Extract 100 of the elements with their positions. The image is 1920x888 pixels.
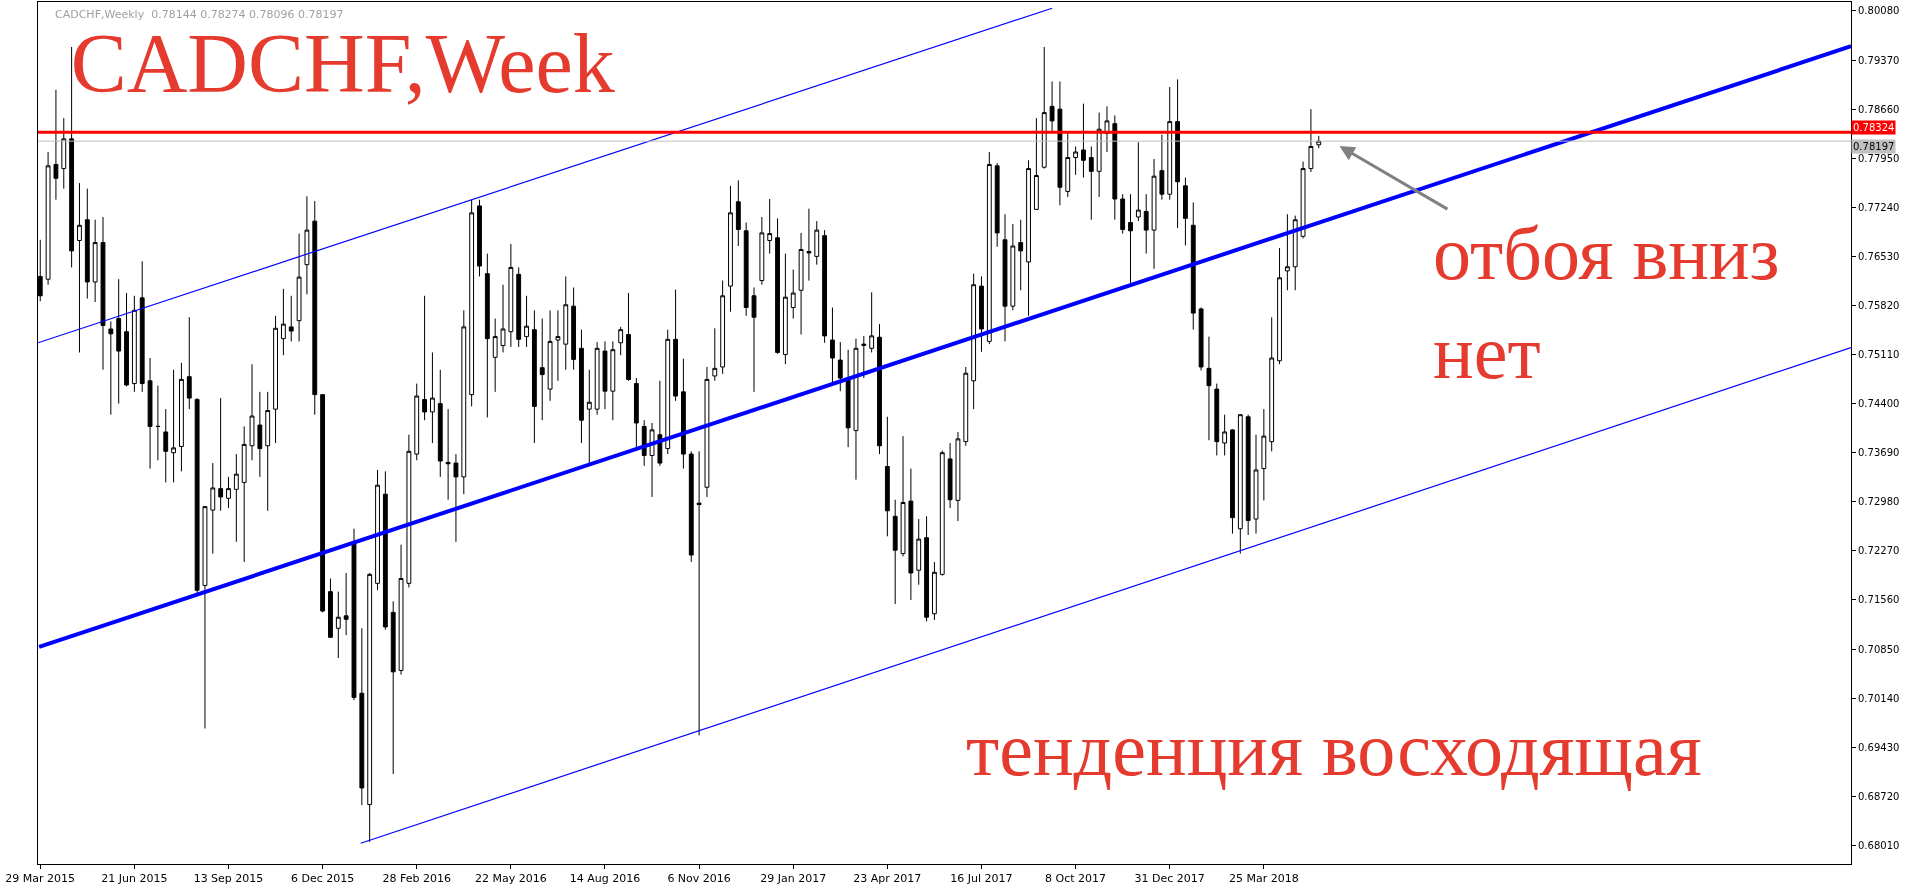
candlestick <box>469 199 475 407</box>
candlestick <box>1065 131 1071 198</box>
candlestick <box>665 329 671 455</box>
candlestick <box>704 366 710 498</box>
x-tick-label: 8 Oct 2017 <box>1045 872 1107 886</box>
candlestick <box>45 151 51 286</box>
candlestick <box>69 46 75 268</box>
candlestick <box>288 295 294 342</box>
candlestick <box>1041 46 1047 170</box>
candlestick <box>916 518 922 586</box>
candlestick <box>931 561 937 621</box>
x-tick-label: 21 Jun 2015 <box>101 872 168 886</box>
candlestick <box>1120 193 1126 235</box>
candlestick <box>398 544 404 676</box>
y-tick-label: 0.75110 <box>1858 349 1900 361</box>
ref-line-label: 0.78324 <box>1853 122 1895 133</box>
candlestick <box>1292 215 1298 291</box>
candlestick <box>602 340 608 410</box>
candlestick <box>484 253 490 418</box>
candlestick <box>759 216 765 286</box>
x-tick-label: 29 Jan 2017 <box>760 872 827 886</box>
candlestick <box>1167 86 1173 201</box>
candlestick <box>273 315 278 444</box>
candlestick <box>814 220 820 266</box>
x-tick-label: 16 Jul 2017 <box>950 872 1013 886</box>
y-tick-label: 0.79370 <box>1858 54 1900 66</box>
candlestick <box>688 450 694 563</box>
candlestick <box>430 351 435 444</box>
y-tick-label: 0.72270 <box>1858 545 1900 557</box>
candlestick <box>790 269 796 320</box>
candlestick <box>1073 145 1079 176</box>
candlestick <box>249 363 255 461</box>
candlestick <box>1104 105 1110 153</box>
candlestick <box>1182 177 1188 246</box>
candlestick <box>163 408 169 483</box>
candlestick <box>226 476 231 509</box>
candlestick <box>1112 114 1118 221</box>
candlestick <box>594 341 600 416</box>
candlestick <box>382 470 388 631</box>
candlestick <box>830 307 835 383</box>
candlestick <box>869 291 875 353</box>
candlestick <box>806 208 812 282</box>
y-tick-label: 0.69430 <box>1858 741 1900 753</box>
candlestick <box>1026 159 1031 317</box>
x-tick-label: 23 Apr 2017 <box>853 872 922 886</box>
candlestick <box>1057 80 1063 206</box>
candlestick <box>626 292 631 382</box>
x-tick-label: 28 Feb 2016 <box>382 872 451 886</box>
candlestick <box>861 335 867 379</box>
candlestick <box>124 292 129 387</box>
candlestick <box>1284 213 1290 291</box>
candlestick <box>139 260 145 393</box>
x-tick-label: 25 Mar 2018 <box>1228 872 1299 886</box>
candlestick <box>53 89 59 201</box>
candlestick <box>280 288 286 356</box>
candlestick <box>696 450 702 736</box>
candlestick <box>845 349 851 448</box>
candlestick <box>908 468 914 601</box>
candlestick <box>775 217 780 355</box>
candlestick <box>979 275 984 353</box>
candlestick <box>500 284 506 353</box>
candlestick <box>406 434 412 588</box>
candlestick <box>179 362 184 472</box>
y-tick-label: 0.77950 <box>1858 152 1900 164</box>
candlestick <box>1245 414 1251 536</box>
candlestick <box>1206 336 1212 441</box>
candlestick <box>1151 158 1157 270</box>
ref-line-label: 0.78197 <box>1853 141 1895 152</box>
candlestick <box>1277 247 1282 365</box>
candlestick <box>712 327 718 382</box>
y-tick-label: 0.75820 <box>1858 299 1900 311</box>
candlestick <box>1308 108 1314 173</box>
candlestick <box>445 408 451 501</box>
candlestick <box>257 391 263 478</box>
candlestick <box>1190 201 1196 331</box>
candlestick <box>77 182 82 353</box>
x-tick-label: 14 Aug 2016 <box>569 872 641 886</box>
y-tick-label: 0.76530 <box>1858 250 1900 262</box>
candlestick <box>767 198 773 255</box>
x-tick-label: 29 Mar 2015 <box>5 872 76 886</box>
candlestick <box>963 366 969 447</box>
candlestick <box>414 383 420 461</box>
candlestick <box>971 273 977 410</box>
candlestick <box>939 450 945 577</box>
candlestick <box>367 572 373 843</box>
candlestick <box>837 341 843 392</box>
candlestick <box>986 151 992 345</box>
candlestick <box>108 320 114 416</box>
candlestick <box>728 185 733 313</box>
candlestick <box>100 216 106 371</box>
x-tick-label: 31 Dec 2017 <box>1134 872 1205 886</box>
candlestick <box>84 188 90 300</box>
candlestick <box>116 278 122 405</box>
candlestick <box>1135 141 1141 222</box>
candlestick <box>1018 219 1024 291</box>
candlestick <box>1261 408 1267 501</box>
annotation: тенденция восходящая <box>966 707 1702 791</box>
candlestick <box>328 578 333 639</box>
candlestick <box>633 377 639 450</box>
candlestick <box>1175 78 1180 229</box>
